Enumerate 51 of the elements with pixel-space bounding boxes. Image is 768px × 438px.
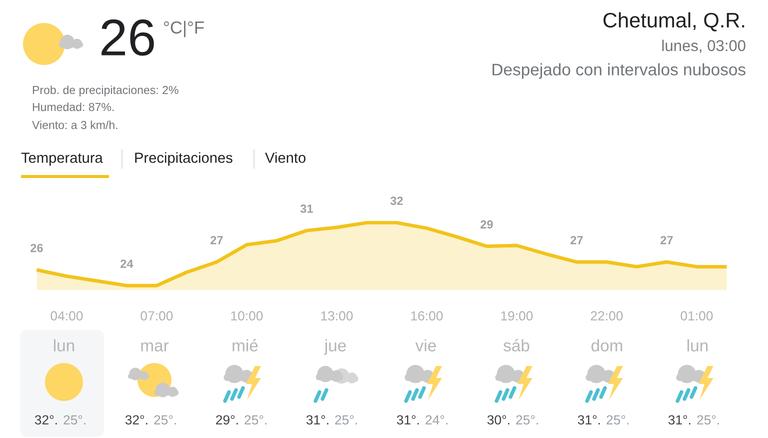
annotation: mié bbox=[232, 339, 258, 352]
annotation: vie bbox=[415, 339, 436, 352]
data-label: 26 bbox=[30, 244, 43, 252]
x-tick-label: 13:00 bbox=[321, 311, 353, 321]
chart-subtitle: lunes, 03:00 bbox=[662, 40, 746, 54]
x-tick-label: 07:00 bbox=[140, 311, 173, 321]
text: Prob. de precipitaciones: 2% bbox=[32, 86, 178, 96]
annotation: 31°. bbox=[578, 415, 600, 425]
text: Humedad: 87%. bbox=[32, 102, 114, 112]
annotation: lun bbox=[54, 339, 74, 352]
annotation: 25°. bbox=[335, 415, 357, 425]
text: 26 bbox=[102, 19, 154, 56]
text: Despejado con intervalos nubosos bbox=[492, 63, 746, 79]
annotation: 24°. bbox=[426, 415, 448, 424]
x-tick-label: 10:00 bbox=[231, 311, 263, 321]
annotation: lun bbox=[688, 339, 708, 352]
data-label: 27 bbox=[210, 236, 223, 244]
text: °C|°F bbox=[164, 20, 204, 38]
x-tick-label: 16:00 bbox=[411, 311, 443, 321]
x-tick-label: 01:00 bbox=[680, 311, 713, 321]
annotation: jue bbox=[324, 339, 346, 355]
annotation: mar bbox=[141, 342, 169, 352]
annotation: 31°. bbox=[396, 415, 419, 425]
data-label: 32 bbox=[390, 196, 403, 206]
text: Viento: a 3 km/h. bbox=[32, 120, 118, 130]
chart-title: Chetumal, Q.R. bbox=[604, 12, 744, 32]
annotation: dom bbox=[591, 339, 622, 352]
annotation: 32°. bbox=[125, 415, 148, 425]
x-tick-label: 04:00 bbox=[50, 311, 83, 321]
data-label: 24 bbox=[120, 260, 134, 268]
data-label: 27 bbox=[570, 236, 583, 244]
annotation: sáb bbox=[504, 339, 530, 352]
data-label: 29 bbox=[480, 220, 493, 229]
text: Precipitaciones bbox=[135, 152, 232, 166]
x-tick-label: 22:00 bbox=[590, 311, 623, 321]
x-tick-label: 19:00 bbox=[501, 311, 533, 321]
annotation: 25°. bbox=[244, 415, 266, 425]
annotation: 29°. bbox=[216, 415, 238, 425]
annotation: 31°. bbox=[668, 415, 690, 425]
annotation: 25°. bbox=[154, 415, 176, 425]
text: Viento bbox=[265, 152, 306, 163]
annotation: 25°. bbox=[64, 415, 86, 425]
annotation: 32°. bbox=[34, 415, 57, 425]
annotation: 31°. bbox=[306, 415, 328, 425]
annotation: 25°. bbox=[606, 415, 628, 425]
annotation: 25°. bbox=[516, 415, 538, 425]
annotation: 25°. bbox=[697, 415, 719, 425]
text: Temperatura bbox=[21, 152, 103, 166]
annotation: 30°. bbox=[487, 415, 510, 425]
data-label: 31 bbox=[300, 204, 313, 213]
data-label: 27 bbox=[660, 236, 673, 244]
